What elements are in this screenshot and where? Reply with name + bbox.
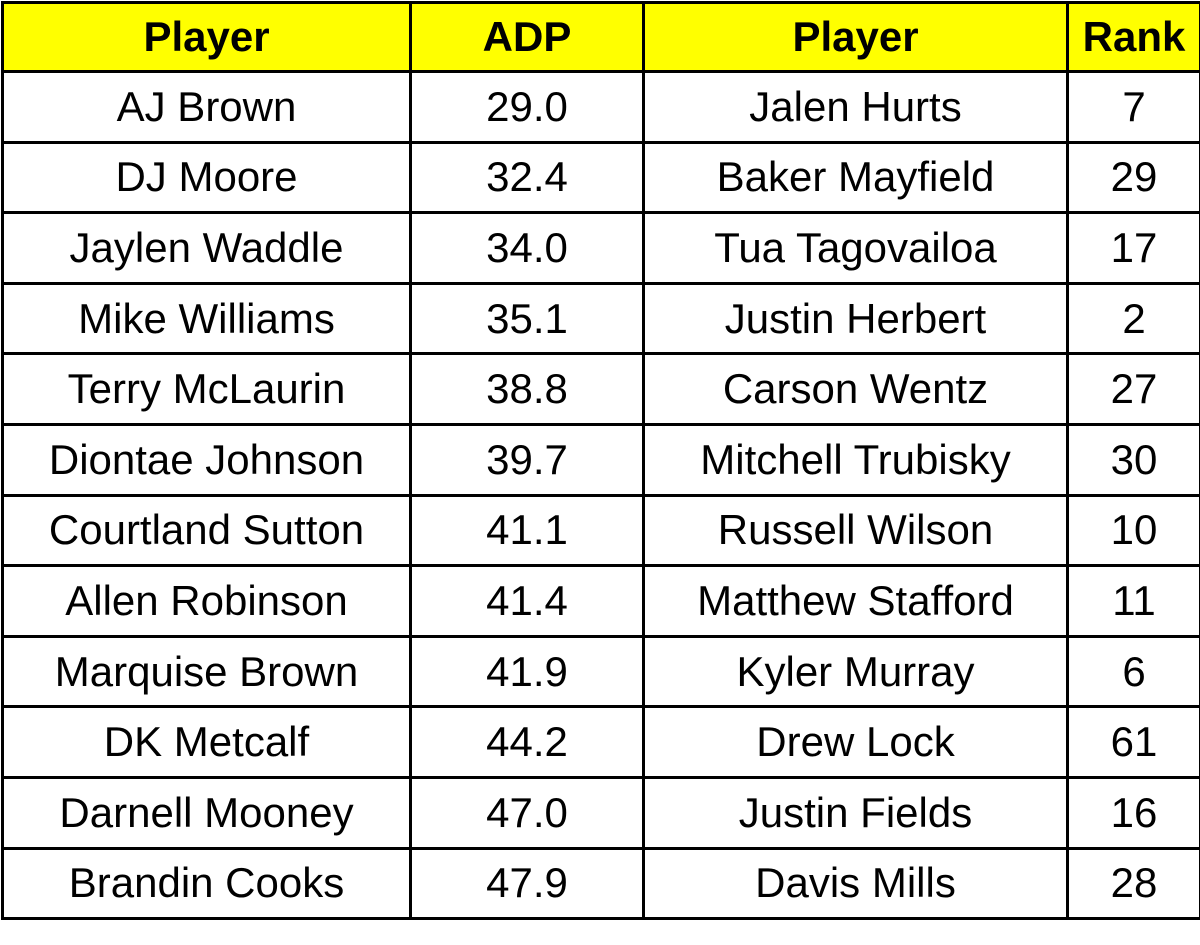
table-cell: Diontae Johnson bbox=[3, 424, 411, 495]
table-cell: 35.1 bbox=[411, 283, 644, 354]
table-cell: Justin Fields bbox=[644, 777, 1068, 848]
table-cell: Jaylen Waddle bbox=[3, 213, 411, 284]
table-cell: Kyler Murray bbox=[644, 636, 1068, 707]
table-cell: 39.7 bbox=[411, 424, 644, 495]
table-cell: Matthew Stafford bbox=[644, 566, 1068, 637]
table-cell: 47.0 bbox=[411, 777, 644, 848]
table-cell: 2 bbox=[1068, 283, 1200, 354]
table-cell: Drew Lock bbox=[644, 707, 1068, 778]
table-cell: Carson Wentz bbox=[644, 354, 1068, 425]
table-cell: 30 bbox=[1068, 424, 1200, 495]
table-cell: 41.1 bbox=[411, 495, 644, 566]
table-cell: Jalen Hurts bbox=[644, 72, 1068, 143]
table-cell: 32.4 bbox=[411, 142, 644, 213]
table-cell: AJ Brown bbox=[3, 72, 411, 143]
header-cell: ADP bbox=[411, 3, 644, 72]
table-cell: 28 bbox=[1068, 848, 1200, 919]
table-cell: DK Metcalf bbox=[3, 707, 411, 778]
table-cell: 7 bbox=[1068, 72, 1200, 143]
table-cell: Brandin Cooks bbox=[3, 848, 411, 919]
table-cell: Darnell Mooney bbox=[3, 777, 411, 848]
table-cell: Davis Mills bbox=[644, 848, 1068, 919]
table-cell: Allen Robinson bbox=[3, 566, 411, 637]
table-cell: Justin Herbert bbox=[644, 283, 1068, 354]
table-cell: 27 bbox=[1068, 354, 1200, 425]
table-cell: DJ Moore bbox=[3, 142, 411, 213]
table-cell: 29.0 bbox=[411, 72, 644, 143]
table-cell: 61 bbox=[1068, 707, 1200, 778]
table-cell: 38.8 bbox=[411, 354, 644, 425]
table-cell: 44.2 bbox=[411, 707, 644, 778]
table-cell: 41.9 bbox=[411, 636, 644, 707]
table-cell: Tua Tagovailoa bbox=[644, 213, 1068, 284]
table-cell: Terry McLaurin bbox=[3, 354, 411, 425]
table-cell: 10 bbox=[1068, 495, 1200, 566]
table-cell: 34.0 bbox=[411, 213, 644, 284]
table-cell: Courtland Sutton bbox=[3, 495, 411, 566]
header-cell: Rank bbox=[1068, 3, 1200, 72]
table-cell: 29 bbox=[1068, 142, 1200, 213]
table-cell: 17 bbox=[1068, 213, 1200, 284]
table-cell: 6 bbox=[1068, 636, 1200, 707]
table-cell: 11 bbox=[1068, 566, 1200, 637]
table-cell: Mike Williams bbox=[3, 283, 411, 354]
table-cell: 41.4 bbox=[411, 566, 644, 637]
table-cell: Russell Wilson bbox=[644, 495, 1068, 566]
table-cell: Marquise Brown bbox=[3, 636, 411, 707]
table-cell: Mitchell Trubisky bbox=[644, 424, 1068, 495]
table-cell: 47.9 bbox=[411, 848, 644, 919]
table-cell: 16 bbox=[1068, 777, 1200, 848]
header-cell: Player bbox=[3, 3, 411, 72]
header-cell: Player bbox=[644, 3, 1068, 72]
table-cell: Baker Mayfield bbox=[644, 142, 1068, 213]
